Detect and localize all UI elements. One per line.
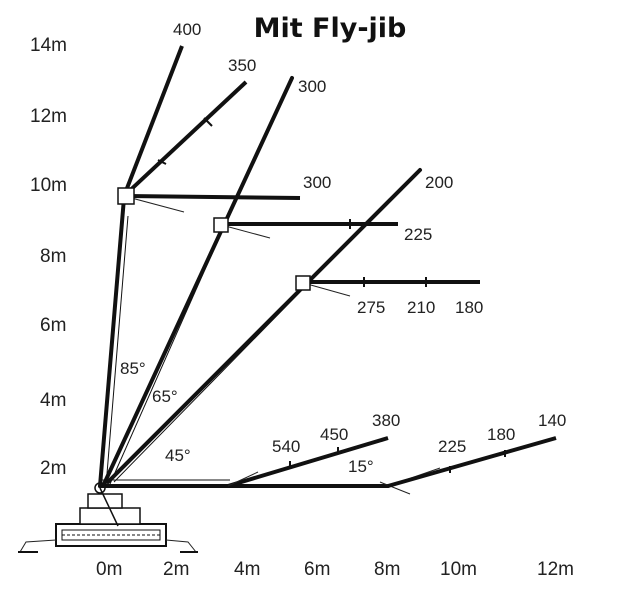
load-label-180-mid: 180: [455, 298, 483, 317]
jib-15-long: [387, 436, 557, 488]
y-label-6m: 6m: [40, 315, 66, 336]
x-label-12m: 12m: [537, 559, 574, 580]
y-label-2m: 2m: [40, 458, 66, 479]
load-label-300-top: 300: [298, 77, 326, 96]
angle-label-45: 45°: [165, 446, 191, 465]
x-label-0m: 0m: [96, 559, 122, 580]
angle-label-15: 15°: [348, 457, 374, 476]
load-label-275: 275: [357, 298, 385, 317]
jib-15-short: [227, 436, 389, 488]
load-label-200: 200: [425, 173, 453, 192]
y-label-4m: 4m: [40, 390, 66, 411]
load-label-540: 540: [272, 437, 300, 456]
load-label-450: 450: [320, 425, 348, 444]
x-label-6m: 6m: [304, 559, 330, 580]
y-label-10m: 10m: [30, 175, 67, 196]
crane-base: [18, 482, 198, 553]
angle-label-65: 65°: [152, 387, 178, 406]
x-label-8m: 8m: [374, 559, 400, 580]
load-label-140: 140: [538, 411, 566, 430]
x-label-4m: 4m: [234, 559, 260, 580]
x-label-10m: 10m: [440, 559, 477, 580]
angle-label-85: 85°: [120, 359, 146, 378]
load-label-225-mid: 225: [404, 225, 432, 244]
x-label-2m: 2m: [163, 559, 189, 580]
boom-45: [106, 168, 480, 484]
load-label-300-mid: 300: [303, 173, 331, 192]
y-label-12m: 12m: [30, 106, 67, 127]
y-label-14m: 14m: [30, 35, 67, 56]
boom-65: [102, 76, 398, 486]
y-label-8m: 8m: [40, 246, 66, 267]
load-label-400: 400: [173, 20, 201, 39]
diagram-title: Mit Fly-jib: [254, 13, 407, 44]
load-label-225-low: 225: [438, 437, 466, 456]
load-label-180-low: 180: [487, 425, 515, 444]
load-label-350: 350: [228, 56, 256, 75]
load-label-380: 380: [372, 411, 400, 430]
load-label-210: 210: [407, 298, 435, 317]
boom-85: [98, 45, 301, 488]
